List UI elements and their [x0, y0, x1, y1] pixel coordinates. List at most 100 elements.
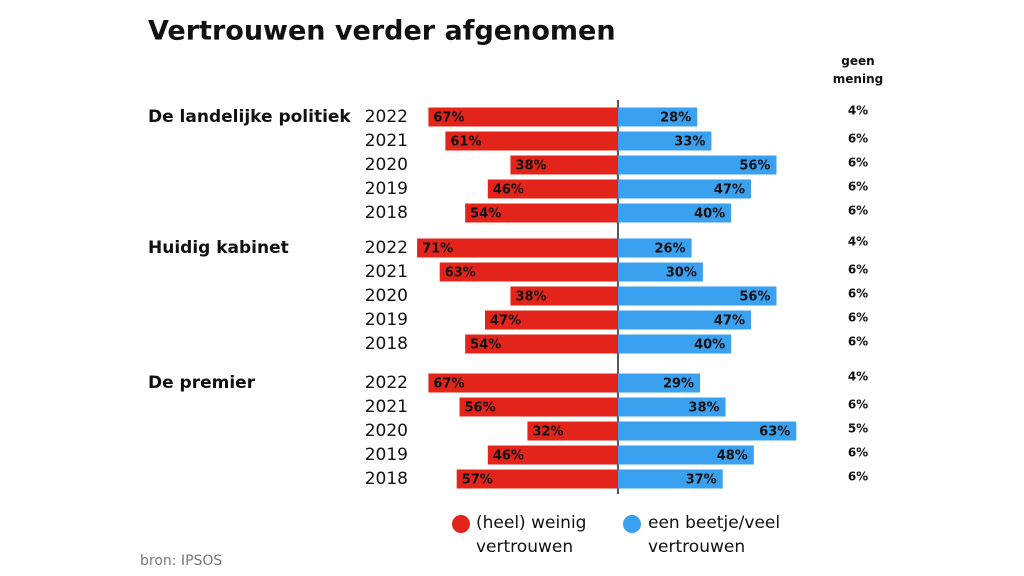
value-label: 40%	[694, 207, 725, 222]
bar	[618, 373, 701, 393]
value-label: 56%	[465, 401, 496, 416]
y-tick-label: 2018	[365, 469, 408, 489]
value-label: 47%	[714, 183, 745, 198]
group-label: De landelijke politiek	[148, 107, 351, 127]
value-label: 37%	[686, 473, 717, 488]
bar	[428, 373, 618, 393]
value-label: 6%	[848, 263, 868, 277]
y-tick-label: 2022	[365, 107, 408, 127]
value-label: 38%	[688, 401, 719, 416]
bar	[618, 203, 732, 223]
bar	[618, 238, 692, 258]
bar	[428, 107, 618, 127]
value-label: 38%	[515, 290, 546, 305]
value-label: 54%	[470, 338, 501, 353]
bar	[465, 203, 618, 223]
value-label: 46%	[493, 183, 524, 198]
value-label: 56%	[739, 159, 770, 174]
legend-swatch	[452, 515, 470, 533]
source: bron: IPSOS	[140, 553, 223, 569]
value-label: 6%	[848, 204, 868, 218]
value-label: 6%	[848, 311, 868, 325]
value-label: 6%	[848, 156, 868, 170]
y-tick-label: 2021	[365, 397, 408, 417]
bar	[618, 445, 754, 465]
y-tick-label: 2021	[365, 262, 408, 282]
value-label: 57%	[462, 473, 493, 488]
value-label: 26%	[654, 242, 685, 257]
value-label: 63%	[445, 266, 476, 281]
bar	[618, 155, 777, 175]
y-tick-label: 2019	[365, 310, 408, 330]
bar	[487, 179, 618, 199]
y-tick-label: 2019	[365, 445, 408, 465]
bar	[618, 107, 698, 127]
bar	[487, 445, 618, 465]
y-tick-label: 2018	[365, 203, 408, 223]
bar	[465, 334, 618, 354]
bar	[439, 262, 618, 282]
bar	[618, 262, 703, 282]
value-label: 6%	[848, 287, 868, 301]
value-label: 63%	[759, 425, 790, 440]
legend-swatch	[623, 515, 641, 533]
value-label: 4%	[848, 235, 868, 249]
bar	[456, 469, 618, 489]
group-label: De premier	[148, 373, 256, 393]
bar	[510, 286, 618, 306]
value-label: 46%	[493, 449, 524, 464]
value-label: 6%	[848, 446, 868, 460]
value-label: 47%	[714, 314, 745, 329]
value-label: 4%	[848, 370, 868, 384]
value-label: 29%	[663, 377, 694, 392]
chart-title: Vertrouwen verder afgenomen	[148, 16, 616, 47]
y-tick-label: 2019	[365, 179, 408, 199]
value-label: 71%	[422, 242, 453, 257]
value-label: 56%	[739, 290, 770, 305]
value-label: 61%	[450, 135, 481, 150]
value-label: 30%	[666, 266, 697, 281]
bar	[618, 131, 712, 151]
y-tick-label: 2020	[365, 286, 408, 306]
value-label: 6%	[848, 470, 868, 484]
value-label: 28%	[660, 111, 691, 126]
bar	[618, 421, 797, 441]
value-label: 32%	[532, 425, 563, 440]
y-tick-label: 2022	[365, 238, 408, 258]
value-label: 6%	[848, 398, 868, 412]
value-label: 67%	[433, 377, 464, 392]
y-tick-label: 2020	[365, 155, 408, 175]
legend-label: (heel) weinig vertrouwen	[476, 513, 587, 557]
bar	[618, 286, 777, 306]
bar	[618, 310, 752, 330]
y-tick-label: 2018	[365, 334, 408, 354]
y-tick-label: 2022	[365, 373, 408, 393]
value-label: 54%	[470, 207, 501, 222]
bar	[459, 397, 618, 417]
bar	[484, 310, 618, 330]
bar	[618, 179, 752, 199]
group-label: Huidig kabinet	[148, 238, 289, 258]
value-label: 38%	[515, 159, 546, 174]
y-tick-label: 2021	[365, 131, 408, 151]
value-label: 6%	[848, 132, 868, 146]
column-header: geen mening	[832, 54, 884, 86]
value-label: 40%	[694, 338, 725, 353]
bar	[445, 131, 618, 151]
value-label: 47%	[490, 314, 521, 329]
value-label: 6%	[848, 335, 868, 349]
legend-label: een beetje/veel vertrouwen	[648, 513, 781, 557]
bar	[527, 421, 618, 441]
value-label: 4%	[848, 104, 868, 118]
bar	[417, 238, 618, 258]
value-label: 48%	[717, 449, 748, 464]
value-label: 33%	[674, 135, 705, 150]
bar	[510, 155, 618, 175]
value-label: 5%	[848, 422, 868, 436]
value-label: 67%	[433, 111, 464, 126]
bar	[618, 334, 732, 354]
bar	[618, 397, 726, 417]
bar	[618, 469, 723, 489]
